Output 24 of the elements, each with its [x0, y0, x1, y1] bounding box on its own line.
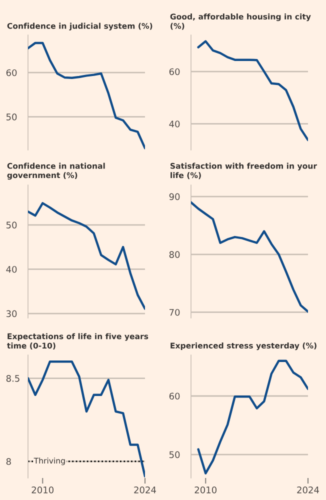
y-tick-label: 8 [6, 458, 11, 465]
y-tick-label: 90 [169, 193, 180, 200]
line-series [28, 202, 145, 310]
y-tick-label: 60 [169, 392, 180, 400]
line-series [28, 42, 145, 150]
y-tick-label: 60 [6, 69, 17, 76]
y-tick-label: 50 [169, 451, 180, 458]
x-tick-label: 2010 [194, 486, 217, 494]
y-tick-label: 40 [6, 266, 17, 273]
line-series [191, 201, 308, 313]
y-tick-label: 50 [6, 114, 17, 120]
line-series [197, 40, 308, 142]
x-tick-label: 2010 [32, 486, 54, 494]
line-series [28, 360, 145, 478]
y-tick-label: 8.5 [6, 375, 20, 382]
y-tick-label: 40 [169, 120, 180, 128]
y-tick-label: 80 [169, 251, 180, 258]
x-tick-label: 2024 [297, 486, 319, 494]
line-series [197, 360, 308, 474]
y-tick-label: 30 [6, 310, 17, 318]
y-tick-label: 50 [6, 222, 17, 228]
y-tick-label: 70 [170, 308, 180, 316]
y-tick-label: 60 [169, 68, 180, 76]
x-tick-label: 2024 [134, 486, 156, 494]
